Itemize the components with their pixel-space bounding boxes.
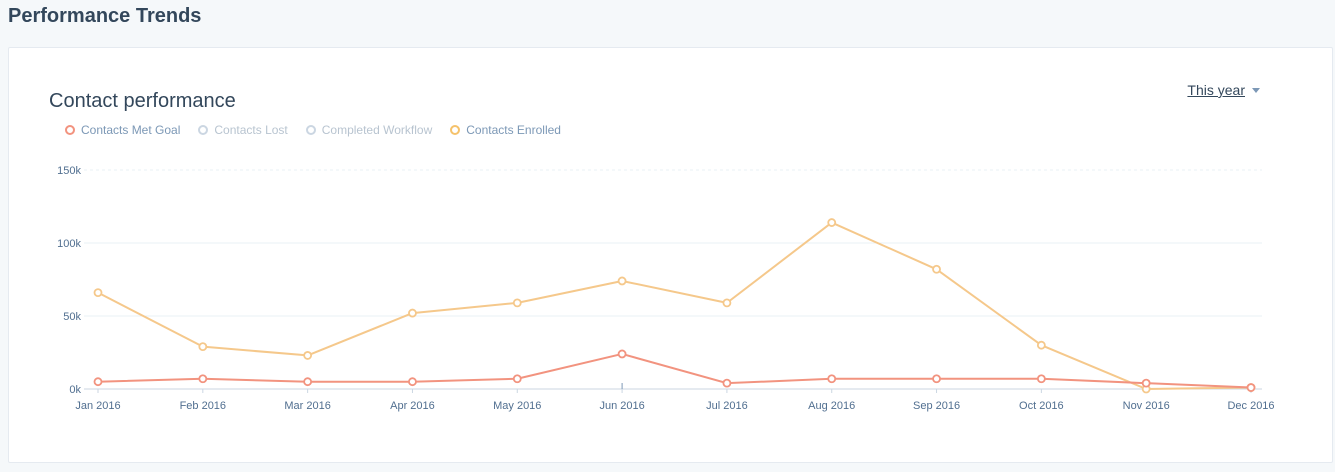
x-tick-label: Feb 2016 bbox=[180, 400, 226, 412]
page-title: Performance Trends bbox=[8, 5, 202, 27]
x-tick-label: Oct 2016 bbox=[1019, 400, 1064, 412]
x-tick-label: Nov 2016 bbox=[1123, 400, 1170, 412]
data-point-contacts-met-goal bbox=[512, 374, 522, 384]
x-tick-label: Jan 2016 bbox=[75, 400, 120, 412]
data-point-contacts-enrolled bbox=[303, 351, 313, 360]
legend-item-contacts-lost[interactable]: Contacts Lost bbox=[198, 123, 288, 137]
caret-down-icon[interactable] bbox=[1252, 87, 1260, 93]
x-tick-label: Apr 2016 bbox=[390, 400, 435, 412]
data-point-contacts-enrolled bbox=[93, 288, 103, 298]
series-line-contacts-met-goal bbox=[97, 352, 1252, 389]
data-point-contacts-met-goal bbox=[408, 377, 417, 387]
y-tick-label: 150k bbox=[57, 165, 81, 177]
date-range-dropdown[interactable]: This year bbox=[1187, 82, 1260, 98]
data-point-contacts-met-goal bbox=[1246, 383, 1256, 392]
data-point-contacts-met-goal bbox=[1141, 378, 1151, 388]
data-point-contacts-enrolled bbox=[198, 342, 208, 352]
legend-label: Contacts Met Goal bbox=[81, 123, 181, 137]
data-point-contacts-enrolled bbox=[408, 308, 417, 318]
y-tick-label: 0k bbox=[69, 384, 81, 396]
y-tick-label: 100k bbox=[57, 238, 81, 250]
data-point-contacts-enrolled bbox=[1036, 340, 1046, 350]
data-point-contacts-met-goal bbox=[303, 377, 313, 387]
y-tick-label: 50k bbox=[63, 311, 81, 323]
data-point-contacts-met-goal bbox=[93, 377, 103, 387]
chart-legend: Contacts Met Goal Contacts Lost Complete… bbox=[65, 123, 561, 137]
data-point-contacts-met-goal bbox=[827, 374, 837, 384]
x-tick-label: Aug 2016 bbox=[808, 400, 855, 412]
legend-item-contacts-met-goal[interactable]: Contacts Met Goal bbox=[65, 123, 180, 137]
data-point-contacts-enrolled bbox=[932, 264, 941, 274]
x-tick-label: Dec 2016 bbox=[1227, 400, 1274, 412]
x-tick-label: Mar 2016 bbox=[284, 400, 330, 412]
data-point-contacts-enrolled bbox=[617, 276, 627, 286]
legend-label: Contacts Enrolled bbox=[466, 123, 561, 137]
x-tick-label: May 2016 bbox=[493, 400, 541, 412]
data-point-contacts-enrolled bbox=[827, 218, 837, 227]
legend-label: Completed Workflow bbox=[321, 123, 433, 137]
data-point-contacts-met-goal bbox=[1036, 374, 1046, 384]
data-point-contacts-enrolled bbox=[722, 298, 732, 308]
chart-card: Contact performance This year Contacts M… bbox=[8, 47, 1333, 463]
chart-title: Contact performance bbox=[49, 90, 236, 112]
legend-item-contacts-enrolled[interactable]: Contacts Enrolled bbox=[450, 123, 561, 137]
data-point-contacts-met-goal bbox=[722, 378, 732, 388]
legend-marker-icon bbox=[305, 125, 316, 135]
legend-marker-icon bbox=[198, 125, 209, 135]
legend-label: Contacts Lost bbox=[214, 123, 288, 137]
data-point-contacts-met-goal bbox=[198, 374, 208, 384]
data-point-contacts-met-goal bbox=[617, 349, 627, 359]
x-tick-label: Jun 2016 bbox=[599, 400, 644, 412]
data-point-contacts-met-goal bbox=[932, 374, 941, 384]
date-range-label[interactable]: This year bbox=[1187, 82, 1245, 98]
data-point-contacts-enrolled bbox=[512, 298, 522, 308]
legend-item-completed-workflow[interactable]: Completed Workflow bbox=[305, 123, 433, 137]
x-tick-label: Jul 2016 bbox=[706, 400, 748, 412]
x-tick-label: Sep 2016 bbox=[913, 400, 960, 412]
legend-marker-icon bbox=[450, 125, 461, 135]
series-line-contacts-enrolled bbox=[97, 221, 1252, 390]
legend-marker-icon bbox=[65, 125, 75, 135]
